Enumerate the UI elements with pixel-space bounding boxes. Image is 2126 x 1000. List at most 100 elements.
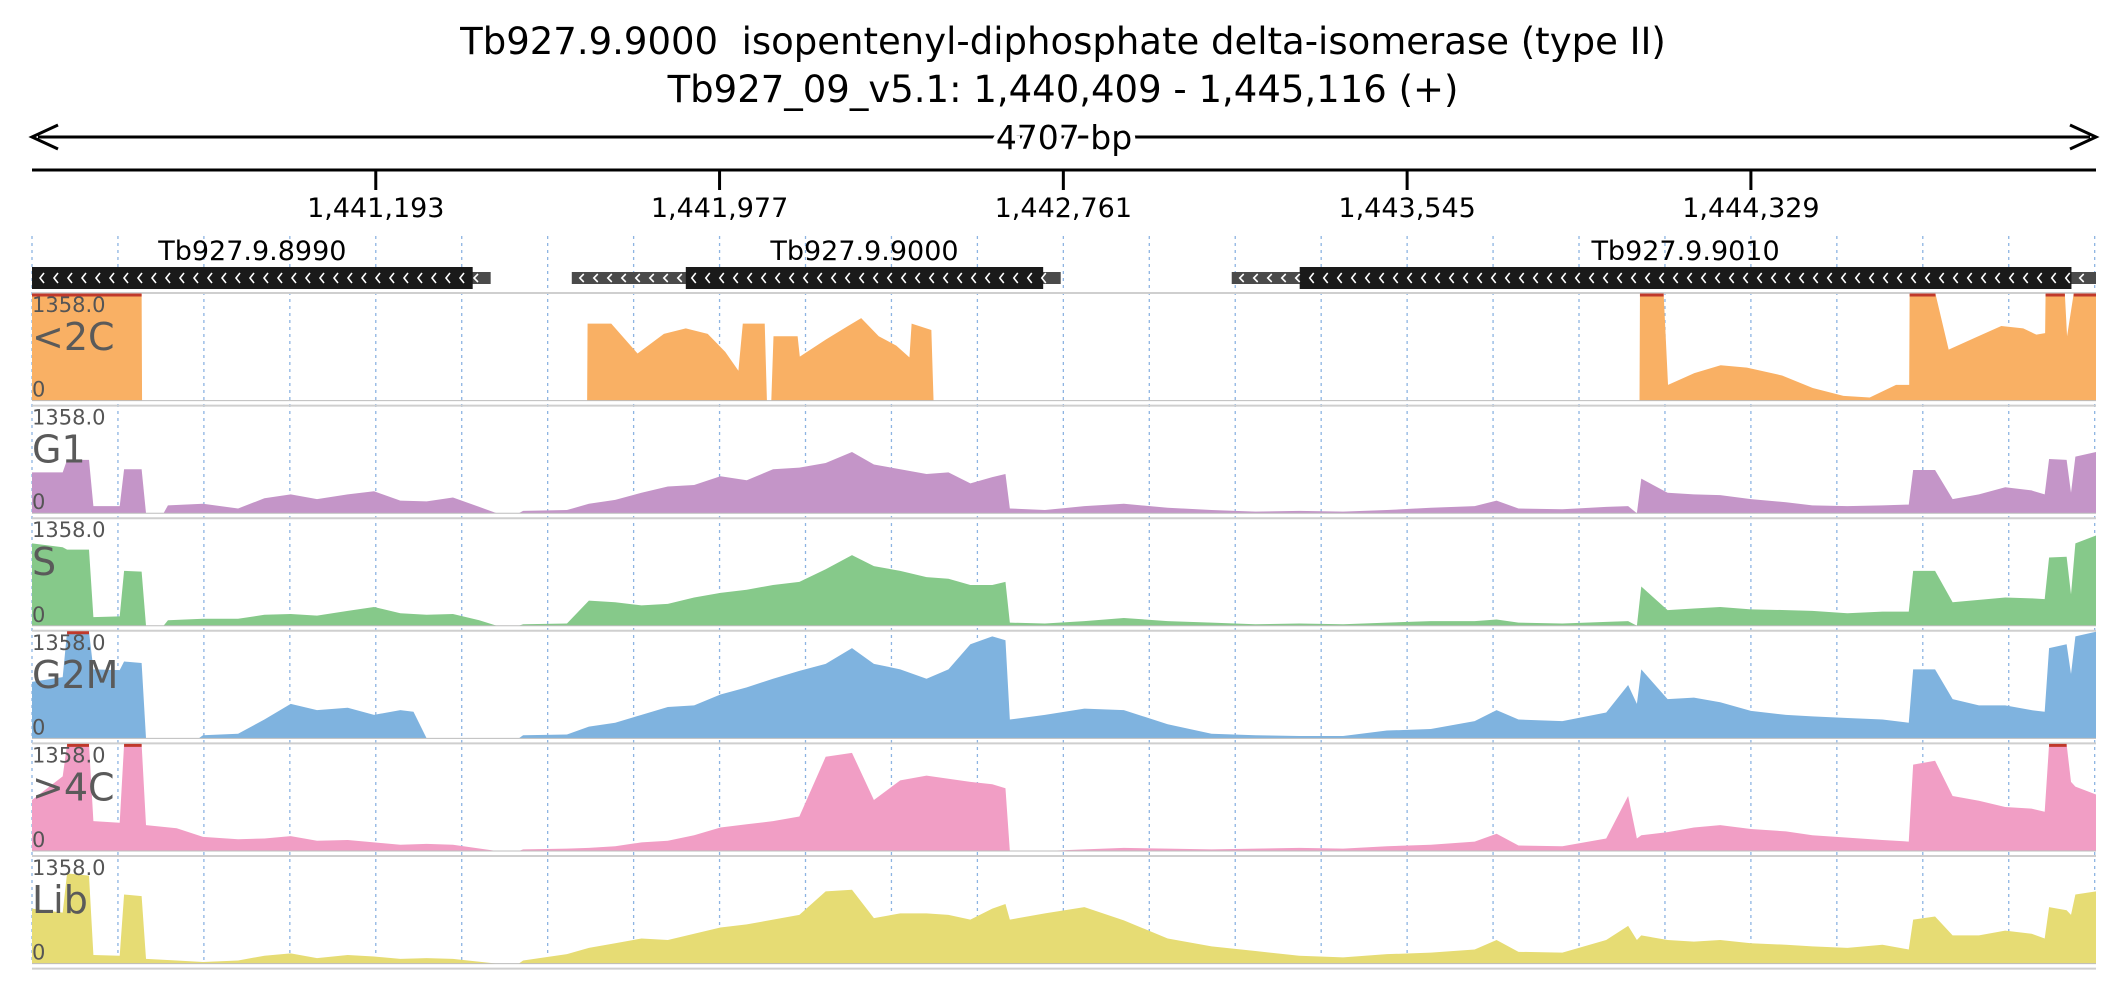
y-min-label: 0: [32, 378, 45, 402]
chart-title: Tb927.9.9000 isopentenyl-diphosphate del…: [460, 20, 1666, 63]
strand-arrow-icon: [1280, 273, 1287, 283]
strand-arrow-icon: [1026, 272, 1033, 284]
gene-cds: [1299, 267, 2072, 289]
strand-arrow-icon: [220, 272, 227, 284]
strand-arrow-icon: [1840, 272, 1847, 284]
strand-arrow-icon: [760, 272, 767, 284]
strand-arrow-icon: [1012, 272, 1019, 284]
gene-cds: [685, 267, 1044, 289]
strand-arrow-icon: [1462, 272, 1469, 284]
strand-arrow-icon: [1966, 272, 1973, 284]
strand-arrow-icon: [1448, 272, 1455, 284]
strand-arrow-icon: [1476, 272, 1483, 284]
strand-arrow-icon: [430, 272, 437, 284]
coverage-area: [32, 631, 2096, 739]
strand-arrow-icon: [374, 272, 381, 284]
strand-arrow-icon: [206, 272, 213, 284]
strand-arrow-icon: [774, 272, 781, 284]
y-min-label: 0: [32, 828, 45, 852]
track-1: 1358.0 0 <2C: [32, 292, 2096, 402]
strand-arrow-icon: [1364, 272, 1371, 284]
strand-arrow-icon: [858, 272, 865, 284]
strand-arrow-icon: [234, 272, 241, 284]
strand-arrow-icon: [1882, 272, 1889, 284]
strand-arrow-icon: [52, 272, 59, 284]
strand-arrow-icon: [1350, 272, 1357, 284]
strand-arrow-icon: [606, 273, 613, 283]
strand-arrow-icon: [2078, 273, 2085, 283]
x-tick-label: 1,443,545: [1338, 193, 1475, 224]
strand-arrow-icon: [1238, 273, 1245, 283]
chart-title-block: Tb927.9.9000 isopentenyl-diphosphate del…: [0, 18, 2126, 114]
strand-arrow-icon: [1658, 272, 1665, 284]
strand-arrow-icon: [1812, 272, 1819, 284]
strand-arrow-icon: [1040, 272, 1047, 284]
track-5: 1358.0 0 >4C: [32, 742, 2096, 852]
strand-arrow-icon: [592, 273, 599, 283]
y-max-label: 1358.0: [32, 856, 105, 880]
strand-arrow-icon: [472, 273, 479, 283]
y-max-label: 1358.0: [32, 743, 105, 767]
strand-arrow-icon: [1532, 272, 1539, 284]
strand-arrow-icon: [690, 272, 697, 284]
span-arrow-left-icon: [28, 123, 59, 151]
strand-arrow-icon: [620, 273, 627, 283]
track-name: Lib: [32, 878, 88, 922]
strand-arrow-icon: [80, 272, 87, 284]
y-min-label: 0: [32, 941, 45, 965]
y-min-label: 0: [32, 603, 45, 627]
strand-arrow-icon: [1420, 272, 1427, 284]
strand-arrow-icon: [1924, 272, 1931, 284]
strand-arrow-icon: [66, 272, 73, 284]
strand-arrow-icon: [290, 272, 297, 284]
strand-arrow-icon: [844, 272, 851, 284]
strand-arrow-icon: [318, 272, 325, 284]
strand-arrow-icon: [1378, 272, 1385, 284]
strand-arrow-icon: [1938, 272, 1945, 284]
strand-arrow-icon: [164, 272, 171, 284]
track-name: G2M: [32, 653, 118, 697]
strand-arrow-icon: [346, 272, 353, 284]
y-max-label: 1358.0: [32, 518, 105, 542]
strand-arrow-icon: [444, 272, 451, 284]
strand-arrow-icon: [276, 272, 283, 284]
strand-arrow-icon: [136, 272, 143, 284]
strand-arrow-icon: [2050, 272, 2057, 284]
strand-arrow-icon: [1252, 273, 1259, 283]
strand-arrow-icon: [332, 272, 339, 284]
strand-arrow-icon: [1994, 272, 2001, 284]
strand-arrow-icon: [1336, 272, 1343, 284]
strand-arrow-icon: [2036, 272, 2043, 284]
strand-arrow-icon: [816, 272, 823, 284]
strand-arrow-icon: [1910, 272, 1917, 284]
strand-arrow-icon: [928, 272, 935, 284]
strand-arrow-icon: [1546, 272, 1553, 284]
strand-arrow-icon: [1266, 273, 1273, 283]
strand-arrow-icon: [872, 272, 879, 284]
strand-arrow-icon: [648, 273, 655, 283]
strand-arrow-icon: [360, 272, 367, 284]
gene-cds: [32, 267, 473, 289]
chart-subtitle: Tb927_09_v5.1: 1,440,409 - 1,445,116 (+): [667, 68, 1459, 111]
strand-arrow-icon: [1826, 272, 1833, 284]
track-3: 1358.0 0 S: [32, 517, 2096, 627]
strand-arrow-icon: [388, 272, 395, 284]
y-max-label: 1358.0: [32, 631, 105, 655]
strand-arrow-icon: [1560, 272, 1567, 284]
y-min-label: 0: [32, 715, 45, 739]
strand-arrow-icon: [1742, 272, 1749, 284]
track-name: >4C: [32, 765, 115, 809]
strand-arrow-icon: [1518, 272, 1525, 284]
track-name: <2C: [32, 315, 115, 359]
track-6: 1358.0 0 Lib: [32, 855, 2096, 965]
strand-arrow-icon: [108, 272, 115, 284]
strand-arrow-icon: [1686, 272, 1693, 284]
strand-arrow-icon: [416, 272, 423, 284]
strand-arrow-icon: [178, 272, 185, 284]
strand-arrow-icon: [900, 272, 907, 284]
strand-arrow-icon: [746, 272, 753, 284]
strand-arrow-icon: [1490, 272, 1497, 284]
strand-arrow-icon: [1504, 272, 1511, 284]
strand-arrow-icon: [2064, 272, 2071, 284]
coverage-area: [32, 873, 2096, 964]
